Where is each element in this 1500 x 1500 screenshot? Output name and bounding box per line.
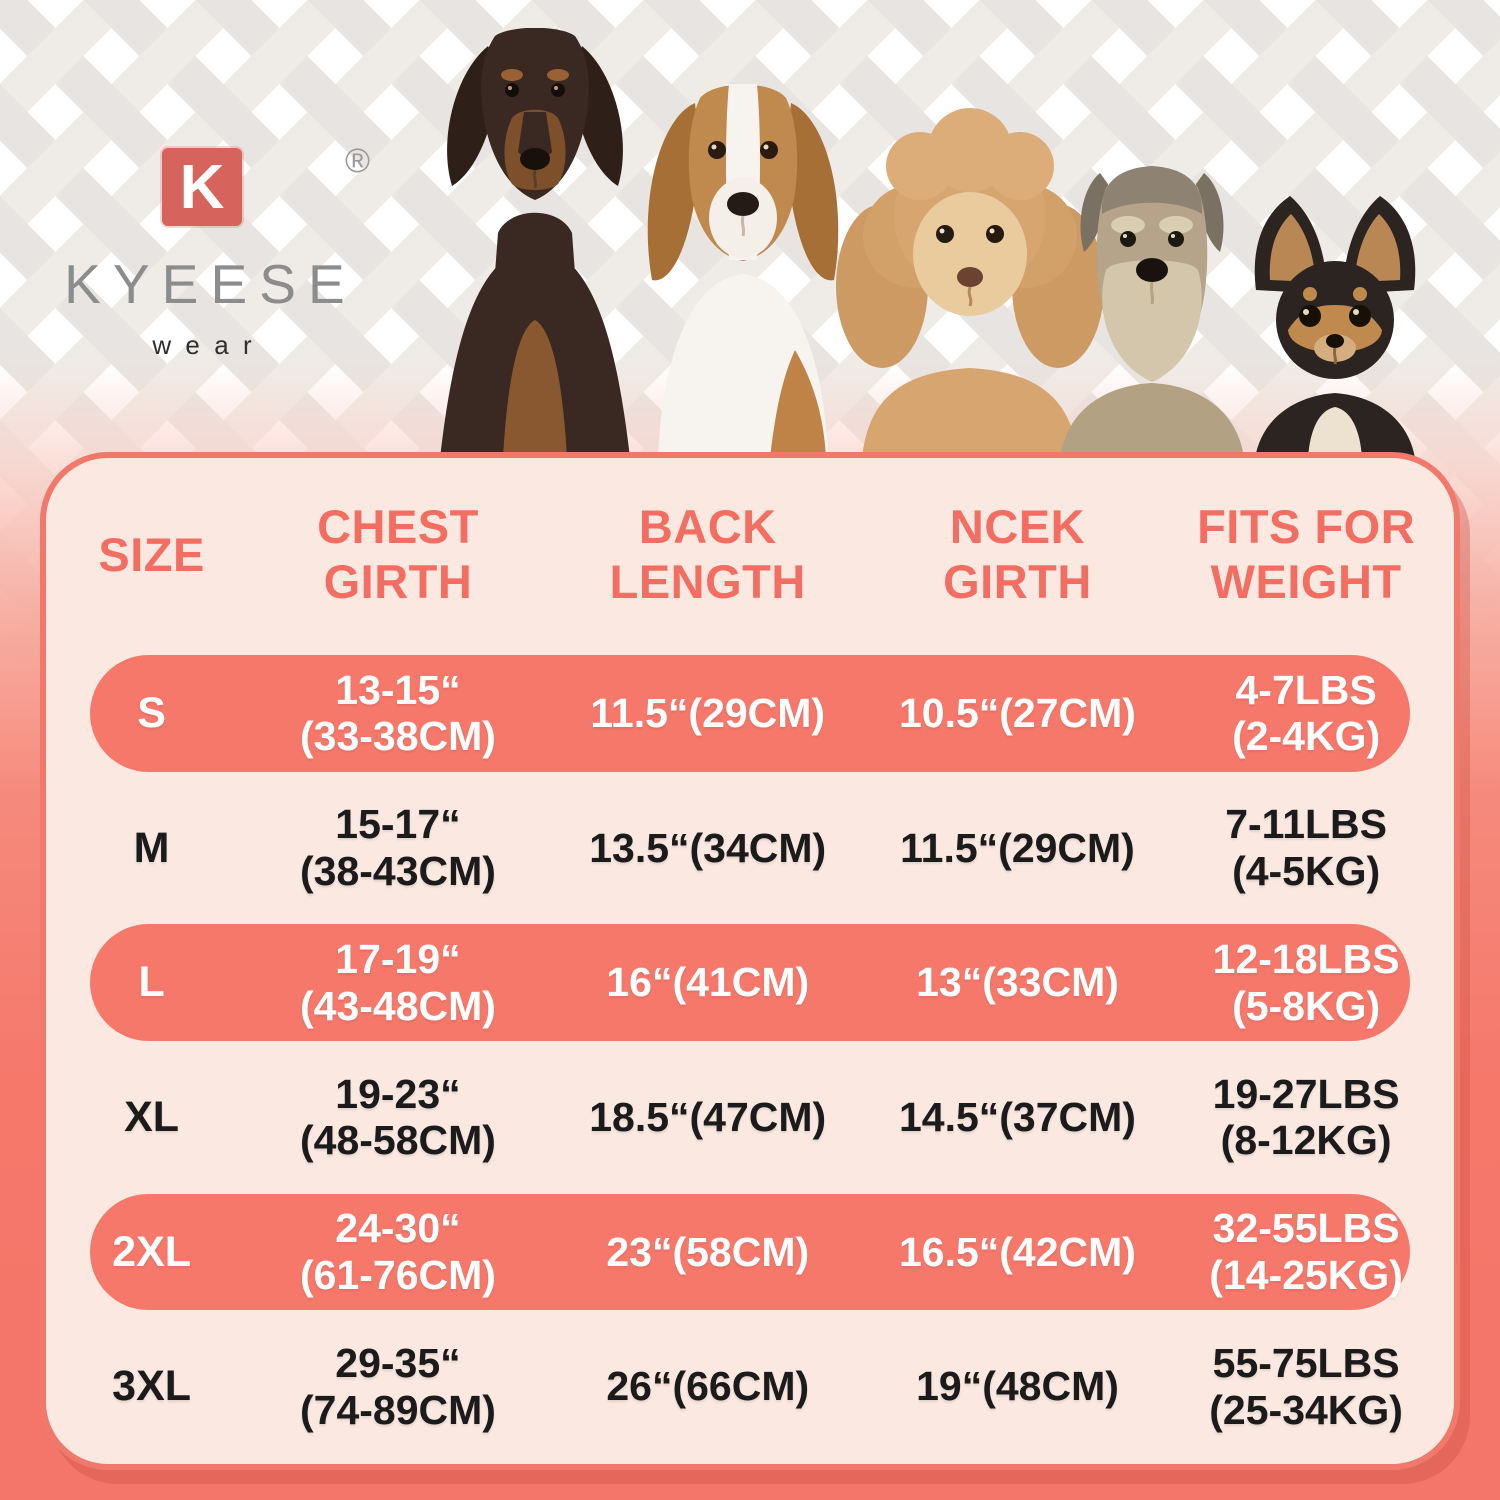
brand-logo: K ® KYEESE wear [52,140,370,361]
neck-girth-cell: 13“(33CM) [916,959,1119,1006]
size-chart-card: SIZE CHEST GIRTH BACK LENGTH NCEK GIRTH FIT… [40,452,1460,1470]
size-chart-body: S 13-15“ (33-38CM) 11.5“(29CM) 10.5“(27CM… [46,646,1454,1464]
neck-girth-cell: 14.5“(37CM) [898,1093,1136,1140]
back-length-cell: 26“(66CM) [606,1363,810,1410]
chest-girth-cell: 17-19“ (43-48CM) [300,935,496,1029]
size-row-s: S 13-15“ (33-38CM) 11.5“(29CM) 10.5“(27CM… [46,646,1454,781]
neck-girth-cell: 10.5“(27CM) [898,689,1136,736]
column-header-chest-girth: CHEST GIRTH [317,500,479,608]
column-header-fits-for-weight: FITS FOR WEIGHT [1197,500,1416,608]
size-chart-header-row: SIZE CHEST GIRTH BACK LENGTH NCEK GIRTH FIT… [46,458,1454,646]
size-row-2xl: 2XL 24-30“ (61-76CM) 23“(58CM) 16.5“(42CM… [46,1185,1454,1320]
weight-cell: 32-55LBS (14-25KG) [1209,1205,1403,1299]
brand-name: KYEESE [64,253,357,315]
weight-cell: 55-75LBS (25-34KG) [1209,1339,1403,1433]
back-length-cell: 16“(41CM) [606,959,810,1006]
chest-girth-cell: 24-30“ (61-76CM) [300,1205,496,1299]
size-row-m: M 15-17“ (38-43CM) 13.5“(34CM) 11.5“(29CM… [46,781,1454,916]
back-length-cell: 23“(58CM) [606,1228,810,1275]
dog-doberman-image [440,28,630,458]
hero-dogs-image [440,28,1416,458]
size-cell: L [138,958,165,1007]
dog-chihuahua-image [1254,196,1416,458]
size-cell: 3XL [112,1362,192,1411]
neck-girth-cell: 19“(48CM) [916,1363,1119,1410]
chest-girth-cell: 29-35“ (74-89CM) [300,1339,496,1433]
chest-girth-cell: 13-15“ (33-38CM) [300,666,496,760]
brand-tagline: wear [152,330,266,360]
size-cell: M [133,823,170,872]
back-length-cell: 11.5“(29CM) [590,689,826,736]
weight-cell: 4-7LBS (2-4KG) [1232,666,1381,760]
size-cell: XL [124,1092,180,1141]
size-cell: S [137,688,166,737]
row-highlight-pill [90,655,1410,772]
neck-girth-cell: 11.5“(29CM) [900,824,1135,871]
row-highlight-pill [90,924,1410,1042]
row-highlight-pill [90,1193,1410,1311]
neck-girth-cell: 16.5“(42CM) [898,1228,1136,1275]
dog-beagle-image [647,84,839,458]
column-header-size: SIZE [98,527,205,581]
dog-poodle-image [836,108,1104,458]
back-length-cell: 18.5“(47CM) [589,1093,827,1140]
weight-cell: 19-27LBS (8-12KG) [1212,1070,1400,1164]
weight-cell: 12-18LBS (5-8KG) [1212,935,1400,1029]
dog-schnauzer-image [1060,166,1244,458]
size-row-l: L 17-19“ (43-48CM) 16“(41CM) 13“(33CM) 12… [46,915,1454,1050]
size-row-3xl: 3XL 29-35“ (74-89CM) 26“(66CM) 19“(48CM) … [46,1319,1454,1454]
size-cell: 2XL [112,1227,192,1276]
column-header-neck-girth: NCEK GIRTH [943,500,1092,608]
logo-letter: K [179,152,225,222]
weight-cell: 7-11LBS (4-5KG) [1225,801,1388,894]
brand-logo-k-icon: K ® [162,142,370,226]
registered-trademark-icon: ® [344,142,370,180]
back-length-cell: 13.5“(34CM) [589,824,827,871]
size-row-xl: XL 19-23“ (48-58CM) 18.5“(47CM) 14.5“(37C… [46,1050,1454,1185]
column-header-back-length: BACK LENGTH [609,500,806,608]
chest-girth-cell: 19-23“ (48-58CM) [300,1070,496,1164]
chest-girth-cell: 15-17“ (38-43CM) [300,801,496,894]
